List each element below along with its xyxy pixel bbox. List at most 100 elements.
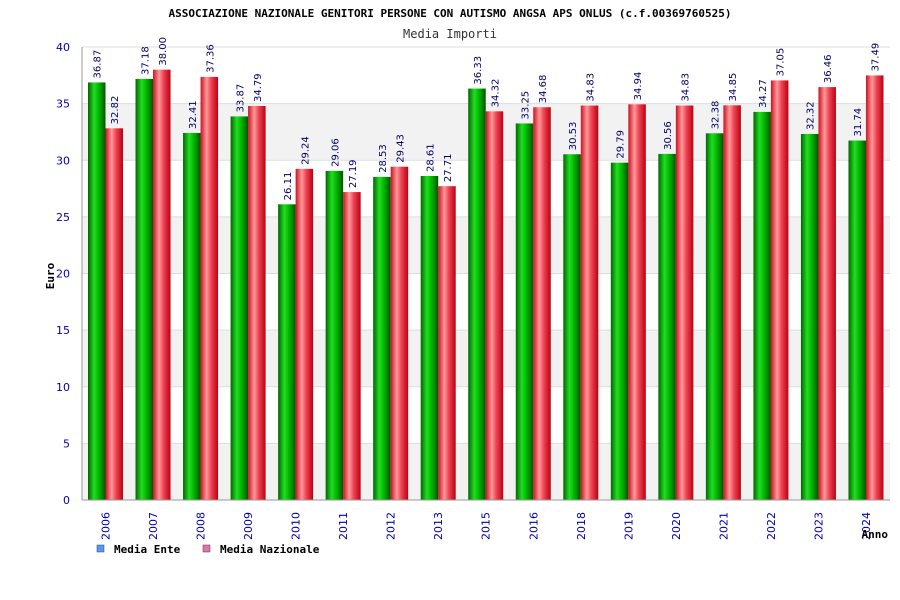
x-tick-label-2013: 2013 — [432, 512, 445, 540]
value-label-media-ente-2010: 26.11 — [283, 172, 294, 201]
y-tick-label: 10 — [56, 381, 70, 394]
value-label-media-nazionale-2020: 34.83 — [681, 73, 692, 102]
value-label-media-ente-2018: 30.53 — [568, 122, 579, 151]
y-axis-label: Euro — [44, 262, 57, 289]
bar-media-ente-2015 — [468, 88, 486, 501]
value-label-media-nazionale-2022: 37.05 — [776, 48, 787, 77]
y-tick-label: 0 — [63, 494, 70, 507]
x-tick-label-2010: 2010 — [290, 512, 303, 540]
x-axis-ticks: 2006 2007 2008 2009 2010 2011 2012 2013 2015 2016… — [100, 512, 873, 540]
value-label-media-nazionale-2021: 34.85 — [728, 73, 739, 102]
value-label-media-nazionale-2012: 29.43 — [395, 134, 406, 163]
x-tick-label-2019: 2019 — [622, 512, 635, 540]
value-label-media-ente-2009: 33.87 — [235, 84, 246, 113]
bar-media-ente-2007 — [135, 78, 154, 501]
x-tick-label-2016: 2016 — [527, 512, 540, 540]
bar-media-ente-2023 — [800, 133, 819, 500]
value-label-media-ente-2013: 28.61 — [425, 143, 436, 172]
bar-media-ente-2022 — [753, 111, 771, 501]
x-tick-label-2021: 2021 — [717, 512, 730, 540]
x-tick-label-2020: 2020 — [670, 512, 683, 540]
value-label-media-ente-2012: 28.53 — [378, 144, 389, 173]
value-label-media-ente-2008: 32.41 — [188, 100, 199, 129]
bar-media-nazionale-2021 — [723, 105, 741, 500]
bar-media-nazionale-2009 — [248, 106, 266, 501]
x-tick-label-2023: 2023 — [812, 512, 825, 540]
value-labels: 36.87 32.82 37.18 38.00 32.41 37.36 33.87 34.79… — [93, 37, 882, 200]
bar-media-nazionale-2015 — [485, 111, 504, 501]
x-tick-label-2006: 2006 — [100, 512, 113, 540]
x-tick-label-2018: 2018 — [575, 512, 588, 540]
value-label-media-ente-2007: 37.18 — [140, 46, 151, 75]
legend: Media Ente Media Nazionale — [96, 543, 320, 556]
bar-media-ente-2006 — [88, 82, 106, 500]
value-label-media-ente-2024: 31.74 — [853, 108, 864, 137]
bar-media-ente-2009 — [230, 116, 249, 501]
x-tick-label-2022: 2022 — [765, 512, 778, 540]
x-tick-label-2007: 2007 — [147, 512, 160, 540]
value-label-media-nazionale-2016: 34.68 — [538, 75, 549, 104]
bar-media-nazionale-2007 — [153, 69, 171, 501]
value-label-media-ente-2021: 32.38 — [711, 101, 722, 130]
chart-title: ASSOCIAZIONE NAZIONALE GENITORI PERSONE … — [169, 7, 732, 20]
value-label-media-nazionale-2023: 36.46 — [823, 54, 834, 83]
bar-media-ente-2016 — [515, 123, 534, 500]
bar-media-ente-2019 — [610, 162, 629, 501]
y-tick-label: 25 — [56, 211, 70, 224]
bar-media-ente-2021 — [705, 133, 724, 500]
bar-media-nazionale-2012 — [390, 166, 409, 500]
bar-media-ente-2018 — [563, 154, 581, 501]
legend-label-media-ente: Media Ente — [114, 543, 181, 556]
value-label-media-ente-2019: 29.79 — [616, 130, 627, 159]
value-label-media-nazionale-2007: 38.00 — [158, 37, 169, 66]
value-label-media-ente-2023: 32.32 — [806, 101, 817, 130]
bar-media-nazionale-2016 — [533, 107, 551, 501]
x-tick-label-2012: 2012 — [385, 512, 398, 540]
y-tick-label: 40 — [56, 41, 70, 54]
value-label-media-nazionale-2018: 34.83 — [586, 73, 597, 102]
bar-media-ente-2013 — [420, 175, 439, 500]
bar-media-ente-2012 — [373, 176, 391, 500]
bar-media-nazionale-2018 — [580, 105, 599, 501]
y-axis-ticks: 0 5 10 15 20 25 30 35 40 — [56, 41, 70, 507]
chart-subtitle: Media Importi — [403, 27, 497, 41]
y-tick-label: 15 — [56, 324, 70, 337]
bar-media-ente-2024 — [848, 140, 866, 500]
value-label-media-nazionale-2009: 34.79 — [253, 73, 264, 102]
legend-label-media-nazionale: Media Nazionale — [220, 543, 320, 556]
value-label-media-nazionale-2024: 37.49 — [871, 43, 882, 72]
bar-media-nazionale-2022 — [770, 80, 789, 500]
bar-media-nazionale-2013 — [438, 186, 456, 500]
bars — [88, 69, 884, 501]
value-label-media-ente-2006: 36.87 — [93, 50, 104, 79]
bar-media-nazionale-2020 — [675, 105, 694, 501]
x-tick-label-2009: 2009 — [242, 512, 255, 540]
x-axis-label: Anno — [862, 528, 889, 541]
y-tick-label: 20 — [56, 268, 70, 281]
value-label-media-nazionale-2015: 34.32 — [490, 79, 501, 108]
bar-media-nazionale-2011 — [343, 192, 361, 501]
y-tick-label: 30 — [56, 154, 70, 167]
value-label-media-ente-2022: 34.27 — [758, 79, 769, 108]
value-label-media-ente-2011: 29.06 — [330, 138, 341, 167]
bar-media-nazionale-2008 — [200, 76, 219, 500]
legend-swatch-media-ente — [96, 544, 105, 553]
y-tick-label: 5 — [63, 437, 70, 450]
x-tick-label-2015: 2015 — [480, 512, 493, 540]
value-label-media-nazionale-2013: 27.71 — [443, 154, 454, 183]
bar-media-ente-2008 — [183, 132, 201, 500]
value-label-media-nazionale-2008: 37.36 — [205, 44, 216, 73]
value-label-media-nazionale-2010: 29.24 — [300, 136, 311, 165]
bar-media-ente-2020 — [658, 153, 676, 500]
x-tick-label-2008: 2008 — [195, 512, 208, 540]
value-label-media-nazionale-2019: 34.94 — [633, 72, 644, 101]
value-label-media-ente-2016: 33.25 — [521, 91, 532, 120]
bar-media-ente-2010 — [278, 204, 296, 500]
value-label-media-nazionale-2006: 32.82 — [110, 96, 121, 125]
bar-media-nazionale-2010 — [295, 168, 314, 500]
x-tick-label-2024: 2024 — [860, 512, 873, 540]
value-label-media-ente-2015: 36.33 — [473, 56, 484, 85]
value-label-media-ente-2020: 30.56 — [663, 121, 674, 150]
y-tick-label: 35 — [56, 98, 70, 111]
